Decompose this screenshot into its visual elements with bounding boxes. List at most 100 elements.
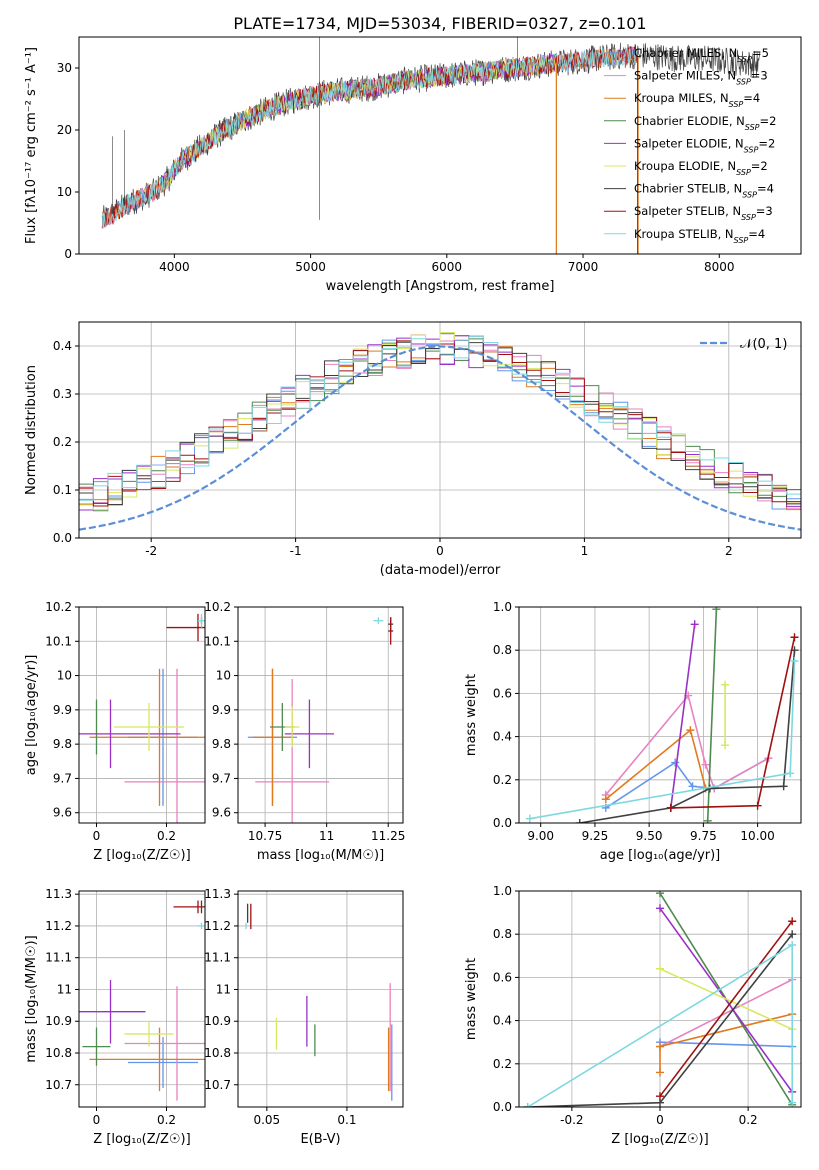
figure-title: PLATE=1734, MJD=53034, FIBERID=0327, z=0… xyxy=(233,14,646,33)
spectrum-series-0 xyxy=(101,46,638,227)
y-tick-label: 10.8 xyxy=(204,1046,231,1060)
y-tick-label: 0.0 xyxy=(493,1100,512,1114)
x-tick-label: 0.1 xyxy=(337,1113,356,1127)
y-axis-label: Flux [fλ10⁻¹⁷ erg cm⁻² s⁻¹ A⁻¹] xyxy=(24,47,39,244)
weight-vs-age-marker xyxy=(721,680,730,689)
y-tick-label: 1.0 xyxy=(493,884,512,898)
y-tick-label: 11.2 xyxy=(45,919,72,933)
x-tick-label: -2 xyxy=(145,544,157,558)
weight-vs-age-series-3 xyxy=(706,609,718,821)
weight-vs-Z-marker xyxy=(523,1103,532,1107)
y-tick-label: 10.2 xyxy=(204,600,231,614)
y-axis-label: mass weight xyxy=(464,958,479,1040)
spectrum-series-7 xyxy=(101,46,638,229)
x-tick-label: 0.2 xyxy=(739,1113,758,1127)
y-axis-label: mass weight xyxy=(464,674,479,756)
weight-vs-Z-series-4 xyxy=(659,907,793,1093)
spectrum-lines xyxy=(101,37,761,254)
y-tick-label: 9.8 xyxy=(53,737,72,751)
weight-vs-age-series-4 xyxy=(670,624,696,809)
y-axis-label: age [log₁₀(age/yr)] xyxy=(24,655,39,776)
mass-vs-Z-points xyxy=(79,900,205,1101)
y-tick-label: 9.7 xyxy=(212,771,231,785)
legend-label: Kroupa STELIB, NSSP=4 xyxy=(634,227,765,245)
weight-vs-age-series-8 xyxy=(529,660,796,820)
age-vs-Z-panel: 0 0.2 9.6 9.7 9.8 9.9 10 10.1 10.2 Z [log₁₀(Z/Z☉)… xyxy=(24,600,206,863)
x-axis-label: Z [log₁₀(Z/Z☉)] xyxy=(93,848,190,863)
x-tick-label: 4000 xyxy=(159,260,190,274)
weight-vs-age-marker xyxy=(671,758,680,767)
axes-frame xyxy=(237,890,404,1108)
legend-label: Chabrier STELIB, NSSP=4 xyxy=(634,182,774,200)
x-tick-label: 2 xyxy=(725,544,733,558)
x-tick-label: 0 xyxy=(656,1113,664,1127)
x-axis-label: mass [log₁₀(M/M☉)] xyxy=(257,848,384,863)
y-tick-label: 9.9 xyxy=(53,703,72,717)
mass-vs-EBV-points xyxy=(245,903,393,1101)
weight-vs-Z-series-1 xyxy=(659,978,793,1048)
weight-vs-Z-marker xyxy=(656,904,664,913)
weight-vs-age-marker xyxy=(525,814,534,823)
age-vs-Z-points xyxy=(79,613,205,823)
spectrum-series-8 xyxy=(101,47,638,229)
x-tick-label: 0 xyxy=(436,544,444,558)
y-axis-label: Normed distribution xyxy=(24,365,39,495)
weight-vs-age-marker xyxy=(721,741,730,750)
axes-frame xyxy=(518,606,802,824)
y-tick-label: 10 xyxy=(57,185,72,199)
y-tick-label: 0.3 xyxy=(53,387,72,401)
weight-vs-Z-marker xyxy=(788,1098,797,1107)
x-axis-label: Z [log₁₀(Z/Z☉)] xyxy=(611,1132,708,1147)
y-tick-label: 11 xyxy=(216,982,231,996)
y-tick-label: 0.2 xyxy=(493,773,512,787)
weight-vs-age-marker xyxy=(575,819,584,823)
y-tick-label: 10.8 xyxy=(45,1046,72,1060)
weight-vs-age-marker xyxy=(786,769,795,778)
y-tick-label: 11.1 xyxy=(45,951,72,965)
x-tick-label: 10.75 xyxy=(248,829,282,843)
x-tick-label: 11.25 xyxy=(371,829,405,843)
x-tick-label: 11 xyxy=(319,829,334,843)
mass-vs-EBV-panel: 0.05 0.1 10.7 10.8 10.9 11 11.1 11.2 11.3 E(B-V) xyxy=(204,887,404,1147)
weight-vs-Z-series-7 xyxy=(659,920,793,1097)
weight-vs-age-marker xyxy=(790,633,799,642)
y-tick-label: 1.0 xyxy=(493,600,512,614)
y-tick-label: 10.9 xyxy=(204,1014,231,1028)
y-tick-label: 0 xyxy=(64,247,72,261)
x-axis-label: age [log₁₀(age/yr)] xyxy=(600,848,721,863)
x-tick-label: 0 xyxy=(93,829,101,843)
y-tick-label: 10.1 xyxy=(45,634,72,648)
weight-vs-age-marker xyxy=(686,726,695,735)
spectrum-series-2 xyxy=(101,46,638,229)
legend-label: Kroupa MILES, NSSP=4 xyxy=(634,91,760,109)
weight-vs-age-marker xyxy=(703,816,712,823)
weight-vs-Z-marker xyxy=(656,1068,664,1077)
weight-vs-age-marker xyxy=(690,620,699,629)
y-tick-label: 10 xyxy=(57,669,72,683)
y-tick-label: 0.6 xyxy=(493,970,512,984)
y-tick-label: 0.4 xyxy=(493,1014,512,1028)
y-tick-label: 11.3 xyxy=(45,887,72,901)
x-tick-label: -0.2 xyxy=(560,1113,583,1127)
weight-vs-age-panel: 9.00 9.25 9.50 9.75 10.00 0.0 0.2 0.4 0.6 0.8 1.0 a… xyxy=(464,600,802,863)
weight-vs-Z-marker xyxy=(656,964,664,973)
x-tick-label: 0.05 xyxy=(253,1113,280,1127)
legend-label: Chabrier MILES, NSSP=5 xyxy=(634,46,769,64)
axes-frame xyxy=(78,606,206,824)
normal-curve xyxy=(78,345,802,531)
x-tick-label: 8000 xyxy=(704,260,735,274)
legend-label: Salpeter ELODIE, NSSP=2 xyxy=(634,136,775,154)
weight-vs-Z-marker xyxy=(656,1042,664,1051)
normal-legend-label: 𝒩(0, 1) xyxy=(740,337,787,352)
y-tick-label: 9.6 xyxy=(212,806,231,820)
y-tick-label: 11.1 xyxy=(204,951,231,965)
weight-vs-Z-lines xyxy=(523,891,797,1107)
spectrum-series-1 xyxy=(101,46,638,229)
y-tick-label: 20 xyxy=(57,123,72,137)
y-tick-label: 9.8 xyxy=(212,737,231,751)
y-tick-label: 0.4 xyxy=(493,730,512,744)
y-tick-label: 30 xyxy=(57,61,72,75)
histogram-8 xyxy=(79,336,801,538)
weight-vs-age-marker xyxy=(666,803,675,812)
weight-vs-age-marker xyxy=(790,657,799,665)
